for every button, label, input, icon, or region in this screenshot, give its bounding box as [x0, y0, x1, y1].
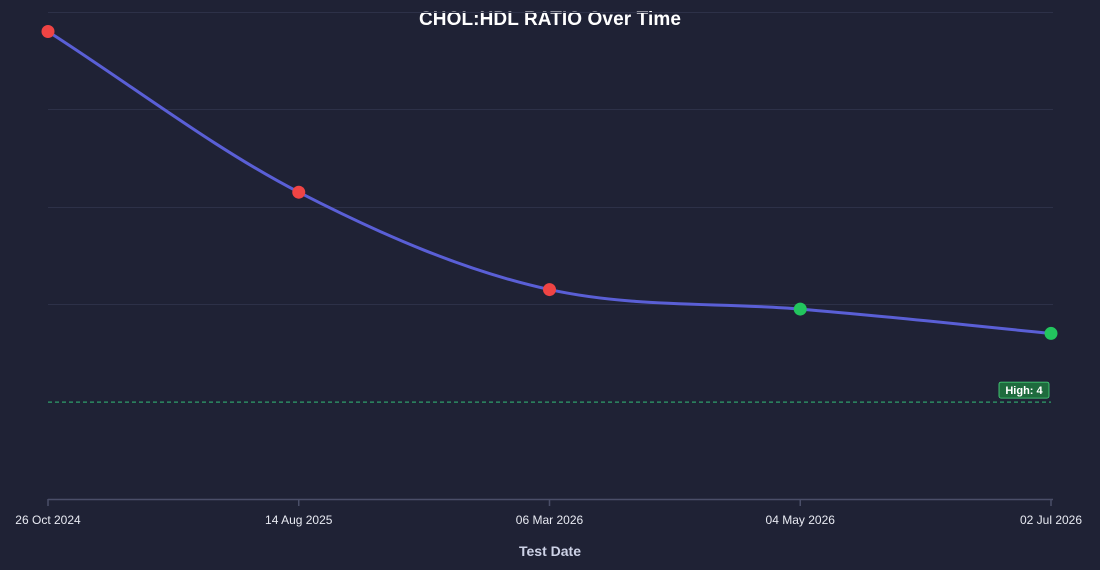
- x-tick-label-1: 14 Aug 2025: [265, 513, 333, 527]
- x-axis-title: Test Date: [519, 543, 581, 559]
- threshold-label: High: 4: [1005, 385, 1043, 397]
- data-point-2: [543, 283, 556, 297]
- data-point-1: [292, 185, 306, 199]
- series-line: [46, 29, 1053, 335]
- chart-title: CHOL:HDL RATIO Over Time: [418, 9, 682, 30]
- data-point-3: [793, 302, 807, 316]
- x-tick-label-2: 06 Mar 2026: [516, 513, 584, 527]
- x-tick-label-4: 02 Jul 2026: [1020, 513, 1082, 527]
- x-tick-label-0: 26 Oct 2024: [15, 513, 81, 527]
- x-tick-label-3: 04 May 2026: [766, 513, 836, 527]
- data-point-0: [41, 24, 55, 38]
- data-point-4: [1044, 326, 1058, 340]
- threshold-badge: [998, 381, 1050, 399]
